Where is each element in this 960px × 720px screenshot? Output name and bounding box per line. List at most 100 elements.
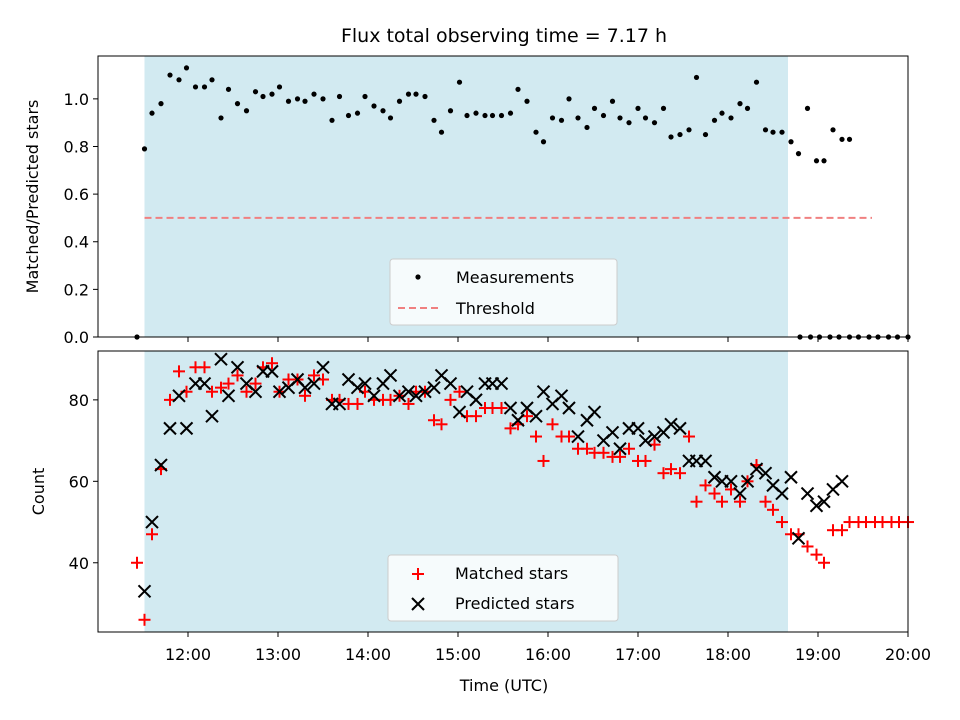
top-y-tick-label: 0.8: [64, 137, 89, 156]
predicted-star-point: [809, 499, 824, 513]
bottom-panel: 40 60 80 12:00 13:00 14:00 15:00 16:00 17:00 18:…: [29, 350, 931, 695]
measurement-point: [719, 110, 725, 116]
matched-star-point: [690, 495, 703, 508]
measurement-point: [183, 65, 190, 71]
predicted-star-point: [536, 385, 551, 399]
legend-predicted-marker: [411, 597, 425, 611]
predicted-star-point: [230, 360, 245, 374]
predicted-star-point: [154, 458, 168, 472]
measurement-point: [482, 112, 488, 119]
top-y-tick-label: 0.6: [64, 185, 89, 204]
bottom-legend-box: [387, 554, 619, 622]
measurement-point: [464, 112, 470, 119]
predicted-star-point: [443, 376, 458, 391]
matched-star-point: [444, 393, 457, 406]
x-tick-label: 15:00: [435, 645, 481, 664]
measurement-point: [209, 77, 215, 83]
legend-matched-marker: [412, 568, 424, 580]
top-y-axis-label: Matched/Predicted stars: [23, 100, 42, 294]
matched-star-point: [767, 503, 779, 516]
matched-star-point: [530, 430, 542, 443]
measurement-point: [609, 98, 616, 104]
matched-star-point: [453, 385, 466, 398]
predicted-star-point: [587, 405, 602, 419]
measurement-point: [575, 115, 581, 121]
predicted-star-point: [298, 380, 312, 395]
predicted-star-point: [817, 494, 831, 509]
x-tick-label: 16:00: [525, 645, 571, 664]
matched-star-point: [563, 430, 575, 443]
predicted-star-point: [358, 376, 372, 391]
measurement-point: [405, 91, 412, 97]
measurement-point: [422, 93, 428, 100]
x-tick-label: 14:00: [345, 645, 391, 664]
predicted-star-point: [350, 380, 365, 395]
bottom-y-tick-label: 40: [69, 554, 89, 573]
measurement-point: [285, 98, 292, 104]
predicted-star-point: [179, 421, 194, 436]
measurement-point: [345, 112, 352, 119]
measurement-points: [134, 65, 911, 340]
predicted-star-point: [638, 433, 653, 448]
measurement-point: [515, 86, 521, 92]
predicted-star-point: [137, 584, 152, 598]
predicted-star-point: [647, 429, 662, 444]
measurement-point: [770, 129, 776, 135]
predicted-star-point: [800, 486, 815, 501]
measurement-point: [413, 91, 419, 97]
measurement-point: [668, 134, 674, 140]
predicted-star-point: [145, 515, 159, 529]
matched-star-point: [206, 385, 218, 398]
predicted-star-point: [367, 389, 381, 403]
predicted-star-point: [172, 389, 186, 403]
measurement-point: [149, 110, 155, 116]
measurement-point: [651, 120, 658, 126]
measurement-point: [830, 127, 836, 133]
matched-star-point: [674, 467, 686, 480]
measurement-point: [473, 110, 479, 116]
measurement-point: [498, 112, 505, 119]
x-tick-label: 17:00: [615, 645, 661, 664]
x-tick-label: 12:00: [165, 645, 211, 664]
predicted-star-point: [401, 385, 416, 399]
predicted-star-point: [784, 470, 798, 484]
x-tick-label: 18:00: [705, 645, 751, 664]
measurement-point: [438, 129, 445, 135]
measurement-point: [294, 96, 301, 102]
matched-star-point: [776, 516, 788, 529]
measurement-point: [660, 105, 667, 111]
measurement-point: [686, 127, 692, 133]
measurement-point: [753, 79, 760, 85]
matched-star-point: [131, 556, 143, 569]
top-y-tick-label: 0.0: [64, 328, 89, 347]
measurement-point: [447, 108, 454, 114]
legend-threshold-label: Threshold: [455, 299, 535, 318]
matched-star-point: [495, 402, 508, 415]
measurement-point: [489, 112, 496, 119]
measurement-point: [642, 115, 649, 121]
x-axis-label: Time (UTC): [459, 676, 548, 695]
measurement-point: [566, 96, 572, 102]
measurement-point: [167, 72, 173, 78]
measurement-point: [201, 84, 208, 90]
predicted-star-point: [332, 397, 347, 411]
matched-star-point: [299, 389, 311, 402]
matched-star-point: [537, 454, 550, 467]
matched-star-point: [665, 463, 677, 476]
matched-star-point: [138, 613, 151, 626]
measurement-point: [371, 103, 377, 109]
matched-star-point: [546, 418, 559, 431]
predicted-star-point: [707, 470, 722, 484]
predicted-star-point: [511, 413, 525, 427]
predicted-star-point: [469, 393, 483, 407]
predicted-star-point: [605, 425, 620, 440]
measurement-point: [711, 117, 718, 123]
matched-star-point: [801, 540, 814, 553]
matched-star-point: [597, 446, 610, 459]
predicted-star-point: [272, 385, 287, 399]
predicted-star-point: [197, 376, 212, 391]
matched-star-point: [708, 487, 721, 500]
measurement-point: [431, 117, 437, 123]
legend-matched-label: Matched stars: [455, 564, 568, 583]
